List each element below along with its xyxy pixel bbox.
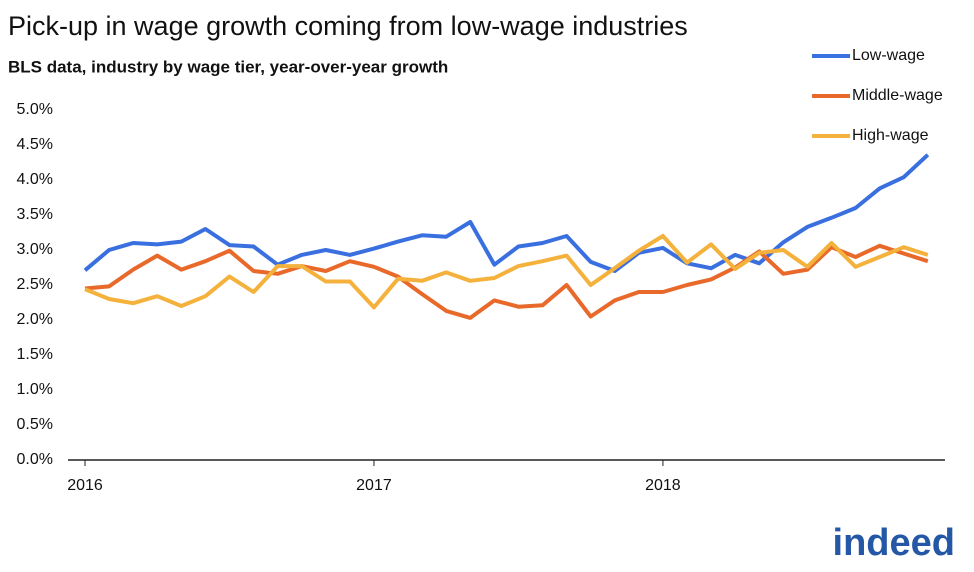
- chart-title: Pick-up in wage growth coming from low-w…: [8, 11, 688, 41]
- logo: indeed: [833, 522, 955, 564]
- y-tick-label: 3.0%: [17, 241, 53, 258]
- y-tick-label: 2.0%: [17, 311, 53, 328]
- legend-label: Middle-wage: [852, 87, 943, 104]
- series-line: [84, 234, 929, 310]
- y-tick-label: 3.5%: [17, 206, 53, 223]
- y-tick-label: 5.0%: [17, 101, 53, 118]
- y-tick-label: 2.5%: [17, 276, 53, 293]
- y-tick-label: 1.0%: [17, 381, 53, 398]
- y-tick-label: 1.5%: [17, 346, 53, 363]
- y-tick-label: 0.0%: [17, 451, 53, 468]
- x-tick-label: 2018: [645, 477, 681, 494]
- y-tick-label: 4.5%: [17, 136, 53, 153]
- legend-label: High-wage: [852, 127, 929, 144]
- chart-subtitle: BLS data, industry by wage tier, year-ov…: [8, 57, 448, 76]
- x-tick-label: 2017: [356, 477, 392, 494]
- y-tick-label: 4.0%: [17, 171, 53, 188]
- y-tick-label: 0.5%: [17, 416, 53, 433]
- legend-label: Low-wage: [852, 47, 925, 64]
- series-line: [83, 153, 930, 273]
- series-line: [84, 243, 929, 320]
- x-tick-label: 2016: [67, 477, 103, 494]
